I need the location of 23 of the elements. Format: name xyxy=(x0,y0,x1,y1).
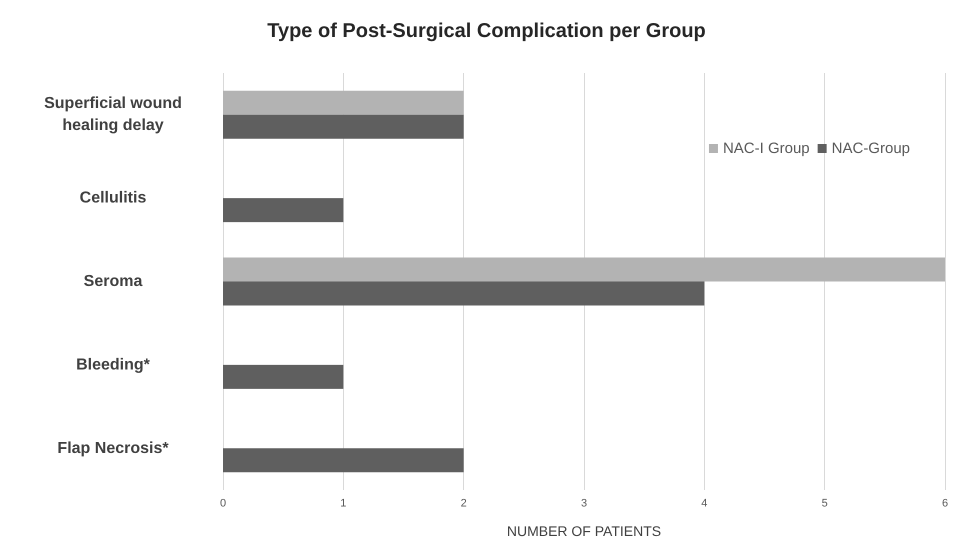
legend-label: NAC-Group xyxy=(832,140,910,157)
bar xyxy=(223,198,344,222)
x-tick-label: 5 xyxy=(822,498,828,510)
bar xyxy=(223,448,464,472)
y-tick-label: Cellulitis xyxy=(80,190,146,207)
bar xyxy=(223,258,945,282)
x-tick-label: 3 xyxy=(580,498,588,510)
legend-label: NAC-I Group xyxy=(722,140,810,157)
x-tick-label: 1 xyxy=(340,498,346,510)
x-tick-label: 0 xyxy=(220,498,226,510)
bar xyxy=(223,114,464,139)
x-tick-label: 6 xyxy=(942,498,948,510)
y-tick-label: Superficial wound healing delay xyxy=(44,95,182,134)
x-tick-label: 2 xyxy=(460,498,467,510)
y-tick-label: Flap Necrosis* xyxy=(57,440,170,457)
y-tick-label: Bleeding* xyxy=(76,356,151,374)
bar xyxy=(223,282,704,306)
x-tick-label: 4 xyxy=(701,498,708,510)
chart-title: Type of Post-Surgical Complication per Group xyxy=(267,20,706,42)
x-axis-title: NUMBER OF PATIENTS xyxy=(506,523,662,539)
y-tick-label: Seroma xyxy=(84,273,142,290)
bar xyxy=(223,90,464,115)
bar xyxy=(223,364,344,389)
